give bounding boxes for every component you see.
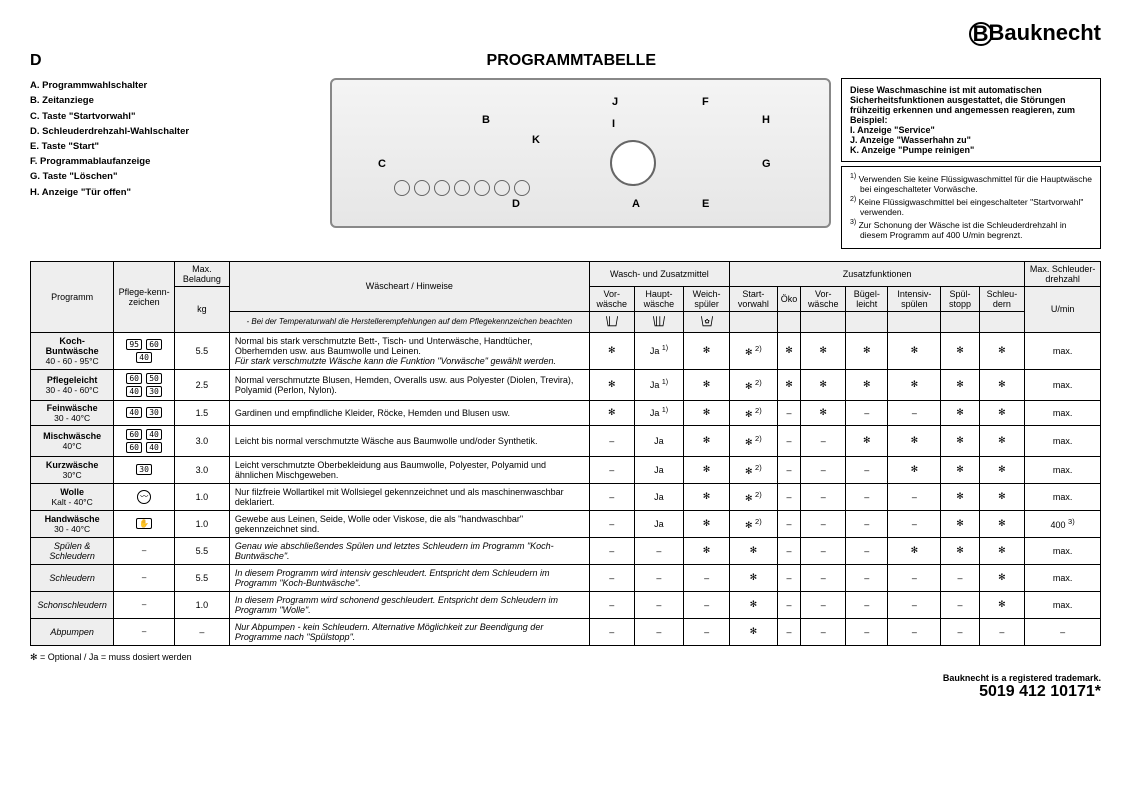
th-oko: Öko xyxy=(777,286,801,311)
footnote: 3) Zur Schonung der Wäsche ist die Schle… xyxy=(850,219,1092,240)
info-box: Diese Waschmaschine ist mit automatische… xyxy=(841,78,1101,162)
footnotes-box: 1) Verwenden Sie keine Flüssigwaschmitte… xyxy=(841,166,1101,248)
table-row: Pflegeleicht30 - 40 - 60°C60 50 40 302.5… xyxy=(31,369,1101,400)
th-schleu: Schleu-dern xyxy=(979,286,1025,311)
info-legend-item: J. Anzeige "Wasserhahn zu" xyxy=(850,135,1092,145)
legend-item: D. Schleuderdrehzahl-Wahlschalter xyxy=(30,124,320,139)
th-wascheart-sub: - Bei der Temperaturwahl die Herstellere… xyxy=(229,311,589,332)
brand-logo: BBauknecht xyxy=(30,20,1101,46)
brand-text: Bauknecht xyxy=(989,20,1101,45)
program-table: Programm Pflege-kenn-zeichen Max. Beladu… xyxy=(30,261,1101,646)
th-wasch-group: Wasch- und Zusatzmittel xyxy=(589,261,729,286)
table-row: Spülen & Schleudern–5.5Genau wie abschli… xyxy=(31,537,1101,564)
table-row: Handwäsche30 - 40°C✋1.0Gewebe aus Leinen… xyxy=(31,510,1101,537)
table-row: WolleKalt - 40°C〰1.0Nur filzfreie Wollar… xyxy=(31,483,1101,510)
table-row: Schonschleudern–1.0In diesem Programm wi… xyxy=(31,591,1101,618)
page-title: PROGRAMMTABELLE xyxy=(42,52,1101,70)
th-spul: Spül-stopp xyxy=(941,286,979,311)
icon-hauptwasche xyxy=(634,311,684,332)
table-row: Abpumpen––Nur Abpumpen - kein Schleudern… xyxy=(31,618,1101,645)
legend-item: H. Anzeige "Tür offen" xyxy=(30,185,320,200)
footer-trademark: Bauknecht is a registered trademark. xyxy=(30,673,1101,683)
legend-item: F. Programmablaufanzeige xyxy=(30,154,320,169)
th-kg: kg xyxy=(174,286,229,332)
table-row: Koch-Buntwäsche40 - 60 - 95°C95 60 405.5… xyxy=(31,332,1101,369)
th-programm: Programm xyxy=(31,261,114,332)
right-info-column: Diese Waschmaschine ist mit automatische… xyxy=(841,78,1101,248)
footnote: 1) Verwenden Sie keine Flüssigwaschmitte… xyxy=(850,173,1092,194)
th-bugel: Bügel-leicht xyxy=(846,286,888,311)
appliance-panel-illustration: B C D A E J I K F H G xyxy=(330,78,831,228)
info-box-intro: Diese Waschmaschine ist mit automatische… xyxy=(850,85,1092,125)
footer-right: Bauknecht is a registered trademark. 501… xyxy=(30,673,1101,701)
table-row: Feinwäsche30 - 40°C40 301.5Gardinen und … xyxy=(31,400,1101,425)
footer-code: 5019 412 10171* xyxy=(30,683,1101,701)
section-letter: D xyxy=(30,52,42,70)
svg-text:✿: ✿ xyxy=(704,318,709,325)
table-row: Mischwäsche40°C60 40 60 403.0Leicht bis … xyxy=(31,425,1101,456)
th-start: Start-vorwahl xyxy=(729,286,777,311)
th-intens: Intensiv-spülen xyxy=(888,286,941,311)
th-pflege: Pflege-kenn-zeichen xyxy=(114,261,175,332)
th-zusatz-group: Zusatzfunktionen xyxy=(729,261,1024,286)
legend-item: G. Taste "Löschen" xyxy=(30,169,320,184)
th-umin: U/min xyxy=(1025,286,1101,332)
info-legend-item: I. Anzeige "Service" xyxy=(850,125,1092,135)
footer-legend: ✻ = Optional / Ja = muss dosiert werden xyxy=(30,652,1101,663)
table-row: Schleudern–5.5In diesem Programm wird in… xyxy=(31,564,1101,591)
legend-left: A. ProgrammwahlschalterB. ZeitanziegeC. … xyxy=(30,78,320,248)
th-maxbel: Max. Beladung xyxy=(174,261,229,286)
legend-item: A. Programmwahlschalter xyxy=(30,78,320,93)
th-weich: Weich-spüler xyxy=(684,286,730,311)
th-vorw2: Vor-wäsche xyxy=(801,286,846,311)
table-row: Kurzwäsche30°C303.0Leicht verschmutzte O… xyxy=(31,456,1101,483)
th-maxdreh: Max. Schleuder-drehzahl xyxy=(1025,261,1101,286)
legend-item: B. Zeitanziege xyxy=(30,93,320,108)
th-wascheart: Wäscheart / Hinweise xyxy=(366,281,453,291)
icon-weichspuler: ✿ xyxy=(684,311,730,332)
icon-vorwasche xyxy=(589,311,634,332)
legend-item: C. Taste "Startvorwahl" xyxy=(30,109,320,124)
legend-item: E. Taste "Start" xyxy=(30,139,320,154)
footnote: 2) Keine Flüssigwaschmittel bei eingesch… xyxy=(850,196,1092,217)
th-haupt: Haupt-wäsche xyxy=(634,286,684,311)
info-legend-item: K. Anzeige "Pumpe reinigen" xyxy=(850,145,1092,155)
th-vorw: Vor-wäsche xyxy=(589,286,634,311)
